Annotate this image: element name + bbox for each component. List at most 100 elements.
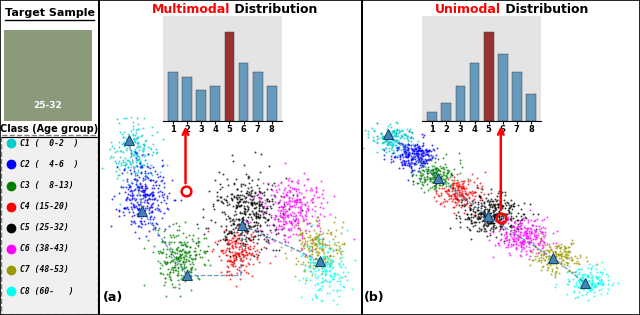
Point (578, 272, 588, 277)
Point (305, 256, 316, 261)
Point (316, 231, 326, 236)
Point (419, 190, 429, 195)
Point (273, 200, 284, 205)
Point (311, 242, 321, 247)
Point (488, 229, 499, 234)
Point (253, 213, 263, 218)
Point (321, 267, 332, 272)
Point (526, 238, 536, 243)
Point (513, 211, 524, 216)
Point (208, 247, 218, 252)
Point (129, 139, 140, 144)
Point (216, 248, 226, 253)
Point (586, 271, 596, 276)
Point (460, 188, 470, 193)
Point (141, 192, 152, 198)
Point (319, 263, 330, 268)
Point (399, 161, 410, 166)
Point (317, 236, 327, 241)
Point (582, 282, 592, 287)
Point (324, 261, 334, 266)
Point (482, 198, 492, 203)
Point (595, 280, 605, 285)
Point (239, 241, 250, 246)
Point (280, 210, 290, 215)
Point (132, 149, 143, 154)
Point (156, 209, 166, 214)
Point (473, 214, 483, 219)
Point (407, 157, 417, 162)
Point (400, 149, 410, 154)
Point (302, 243, 312, 248)
Point (504, 202, 514, 207)
Point (502, 233, 512, 238)
Point (142, 205, 152, 210)
Point (174, 258, 184, 263)
Point (513, 228, 524, 233)
Point (595, 277, 605, 282)
Point (484, 218, 495, 223)
Bar (456, 85, 465, 121)
Point (147, 190, 157, 195)
Point (273, 226, 283, 231)
Point (239, 163, 249, 168)
Point (310, 208, 321, 213)
Point (479, 209, 489, 215)
Point (493, 213, 503, 218)
Point (224, 229, 234, 234)
Point (166, 258, 176, 263)
Point (551, 255, 561, 260)
Point (286, 244, 296, 249)
Point (285, 233, 295, 238)
Point (505, 216, 515, 221)
Point (252, 182, 262, 187)
Point (413, 154, 423, 159)
Point (508, 223, 518, 228)
Point (297, 208, 307, 213)
Point (562, 255, 572, 261)
Point (316, 269, 326, 274)
Point (284, 190, 294, 195)
Point (531, 229, 541, 234)
Point (399, 158, 409, 163)
Point (444, 188, 454, 193)
Point (342, 269, 353, 274)
Point (408, 155, 419, 160)
Point (221, 193, 232, 198)
Point (429, 175, 440, 180)
Point (564, 249, 575, 254)
Text: 25-32: 25-32 (34, 101, 62, 110)
Point (131, 159, 141, 164)
Point (465, 203, 476, 208)
Point (246, 184, 257, 189)
Point (317, 283, 327, 288)
Point (435, 177, 445, 182)
Point (286, 179, 296, 184)
Point (282, 202, 292, 207)
Point (398, 155, 408, 160)
Point (516, 218, 527, 223)
Point (114, 173, 124, 178)
Point (237, 224, 248, 229)
Point (476, 210, 486, 215)
Point (297, 231, 307, 236)
Point (223, 241, 233, 246)
Point (311, 264, 321, 269)
Point (298, 215, 308, 220)
Point (161, 251, 171, 256)
Point (320, 260, 330, 265)
Point (426, 176, 436, 181)
Point (495, 214, 506, 219)
Point (283, 215, 293, 220)
Point (118, 159, 129, 164)
Point (299, 236, 309, 241)
Point (278, 215, 288, 220)
Point (270, 226, 280, 231)
Point (307, 214, 317, 219)
Point (318, 206, 328, 211)
Point (545, 263, 555, 268)
Point (474, 211, 484, 216)
Point (312, 264, 322, 269)
Text: C1 (  0-2  ): C1 ( 0-2 ) (20, 139, 78, 148)
Point (426, 176, 436, 181)
